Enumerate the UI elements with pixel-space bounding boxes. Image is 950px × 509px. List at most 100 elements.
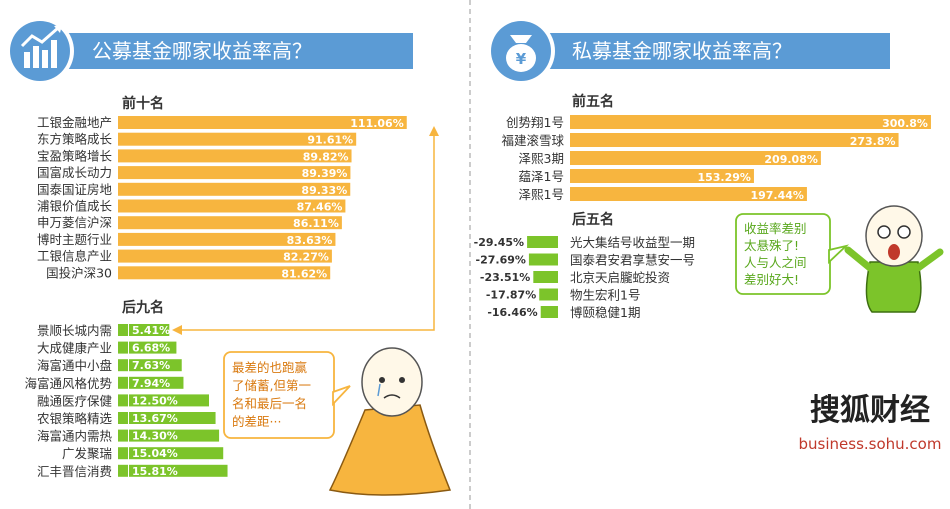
right-header: ¥ 私募基金哪家收益率高？: [487, 17, 890, 85]
right-top-label: 前五名: [572, 93, 614, 110]
crying-character-illustration: [328, 347, 452, 496]
category-label: 汇丰晋信消费: [37, 464, 112, 479]
bar: [570, 187, 807, 201]
data-label: 111.06%: [350, 117, 403, 130]
bar-label-pill: [129, 324, 170, 336]
left-bubble-tail: [332, 385, 351, 407]
bar: [118, 216, 342, 230]
yen-icon: ¥: [516, 50, 527, 68]
bar-label-pill: [129, 359, 182, 372]
right-bubble-line: 太悬殊了!: [744, 238, 799, 253]
category-label: 工银金融地产: [37, 115, 112, 130]
left-top-label: 前十名: [122, 95, 164, 112]
category-label: 海富通中小盘: [37, 358, 112, 373]
character-arm: [844, 246, 874, 272]
left-header: 公募基金哪家收益率高？: [6, 17, 413, 85]
category-label: 蕴泽1号: [519, 169, 564, 184]
bar: [118, 249, 332, 263]
data-label: -23.51%: [480, 271, 530, 284]
bar: [118, 464, 128, 477]
data-label: 13.67%: [132, 412, 178, 425]
bar-chart-icon-bar: [51, 40, 57, 68]
right-speech-bubble: 收益率差别 太悬殊了! 人与人之间 差别好大!: [735, 213, 850, 295]
bar-chart-icon-bar: [24, 52, 30, 68]
category-label: 东方策略成长: [37, 132, 113, 147]
character-mouth: [383, 394, 401, 399]
data-label: 15.81%: [132, 465, 178, 478]
character-body: [865, 261, 922, 313]
bar-chart-icon: [10, 21, 70, 81]
character-eye: [399, 377, 405, 383]
connector-arrow-left-icon: [172, 325, 182, 335]
bar: [118, 359, 128, 372]
right-bubble-tail: [828, 244, 850, 265]
category-label: 博颐稳健1期: [570, 305, 640, 320]
category-label: 国泰国证房地: [37, 182, 113, 197]
bar-label-pill: [129, 464, 228, 477]
character-eye: [379, 377, 385, 383]
category-label: 国投沪深30: [46, 265, 112, 280]
category-label: 国泰君安君享慧安一号: [570, 253, 695, 268]
right-bubble-line: 人与人之间: [744, 255, 807, 270]
left-bubble-line: 最差的也跑赢: [232, 360, 308, 375]
bar: [118, 412, 128, 424]
right-bottom-label: 后五名: [572, 211, 614, 228]
category-label: 创势翔1号: [506, 115, 564, 130]
category-label: 海富通内需热: [37, 429, 113, 444]
left-bottom-label: 后九名: [122, 299, 164, 316]
left-bottom-bars: 景顺长城内需 5.41% 大成健康产业 6.68% 海富通中小盘 7.63% 海富通风格优势…: [24, 323, 228, 479]
category-label: 申万菱信沪深: [37, 215, 112, 230]
bar: [118, 341, 128, 354]
money-bag-icon-body: [506, 44, 536, 72]
right-bubble-line: 差别好大!: [744, 272, 799, 287]
data-label: 87.46%: [297, 201, 343, 214]
bar: [570, 133, 899, 147]
bar: [118, 182, 351, 196]
category-label: 广发聚瑞: [62, 446, 112, 461]
data-label: 6.68%: [132, 342, 170, 355]
character-head: [865, 205, 923, 267]
left-speech-bubble: 最差的也跑赢 了储蓄,但第一 名和最后一名 的差距···: [223, 351, 351, 439]
bar: [118, 429, 128, 442]
comparison-connector: [178, 132, 435, 331]
character-eye: [897, 225, 911, 239]
brand-url[interactable]: business.sohu.com: [799, 435, 942, 453]
right-top-bars: 创势翔1号 300.8% 福建滚雪球 273.8% 泽熙3期 209.08% 蕴泽1号 153…: [501, 115, 931, 202]
category-label: 光大集结号收益型一期: [570, 235, 695, 250]
bar: [527, 236, 558, 248]
category-label: 北京天启朧蛇投资: [570, 270, 670, 285]
bar: [539, 288, 558, 301]
data-label: 5.41%: [132, 324, 170, 337]
category-label: 物生宏利1号: [570, 288, 640, 303]
bar: [118, 324, 128, 336]
left-title: 公募基金哪家收益率高？: [92, 39, 312, 63]
left-top-bars: 工银金融地产 111.06% 东方策略成长 91.61% 宝盈策略增长 89.82% 国富成…: [37, 115, 407, 280]
category-label: 泽熙3期: [519, 151, 564, 166]
character-arm: [914, 248, 944, 272]
data-label: -16.46%: [487, 306, 537, 319]
bar: [118, 394, 128, 407]
bar-chart-icon-bar: [33, 46, 39, 68]
data-label: 153.29%: [697, 171, 750, 184]
bar-chart-icon-bar: [42, 50, 48, 68]
bar: [540, 306, 558, 318]
trend-arrow-icon: [20, 26, 59, 48]
category-label: 福建滚雪球: [501, 133, 564, 148]
character-eye: [877, 225, 891, 239]
bar: [118, 447, 128, 460]
shocked-character-illustration: [844, 205, 944, 313]
category-label: 农银策略精选: [37, 411, 113, 426]
tear-icon: [377, 383, 381, 397]
data-label: 89.82%: [303, 150, 349, 163]
right-bubble-line: 收益率差别: [744, 221, 807, 236]
bar-label-pill: [129, 429, 220, 442]
right-bottom-bars: -29.45% 光大集结号收益型一期 -27.69% 国泰君安君享慧安一号 -23.51…: [474, 235, 695, 320]
data-label: 14.30%: [132, 430, 178, 443]
data-label: 15.04%: [132, 447, 178, 460]
bar-label-pill: [129, 447, 224, 460]
bar: [118, 232, 336, 246]
bar: [570, 151, 821, 165]
data-label: 7.63%: [132, 359, 170, 372]
category-label: 博时主题行业: [37, 232, 112, 247]
